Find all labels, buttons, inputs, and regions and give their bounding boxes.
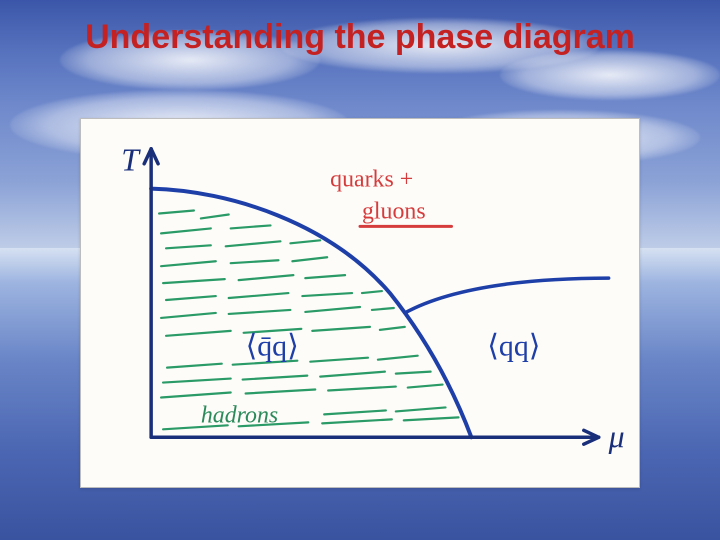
hatch-stroke [166, 245, 211, 248]
phase-diagram-svg: Tμ quarks + gluons hadrons ⟨q̄q⟩ ⟨qq⟩ [81, 119, 639, 487]
hatch-stroke [396, 372, 431, 374]
hatch-stroke [305, 275, 345, 278]
y-axis-label: T [121, 143, 141, 178]
hatch-stroke [408, 385, 443, 388]
phase-diagram-card: Tμ quarks + gluons hadrons ⟨q̄q⟩ ⟨qq⟩ [80, 118, 640, 488]
slide-title: Understanding the phase diagram [0, 18, 720, 57]
label-qbarq: ⟨q̄q⟩ [246, 330, 299, 363]
qq-branch-curve [405, 278, 609, 313]
hatch-stroke [292, 257, 327, 261]
hatch-stroke [229, 293, 289, 298]
hatch-stroke [290, 240, 320, 243]
hatch-stroke [231, 225, 271, 228]
hatch-stroke [161, 393, 231, 398]
hatch-stroke [380, 327, 405, 330]
hatch-stroke [231, 260, 279, 263]
hatch-stroke [166, 331, 231, 336]
hatch-stroke [328, 387, 396, 391]
hatch-stroke [159, 211, 194, 214]
hatch-stroke [167, 364, 222, 368]
hatch-stroke [166, 296, 216, 300]
hatch-stroke [312, 327, 370, 331]
hatch-stroke [201, 214, 229, 218]
hatch-stroke [163, 279, 225, 283]
label-qq: ⟨qq⟩ [487, 330, 540, 363]
hatch-stroke [310, 358, 368, 362]
hatch-stroke [226, 241, 281, 246]
hatch-stroke [378, 356, 418, 360]
hatch-stroke [163, 379, 231, 383]
hatch-stroke [305, 307, 360, 312]
hatch-stroke [404, 417, 459, 420]
hatch-stroke [243, 376, 308, 380]
label-hadrons: hadrons [201, 402, 278, 428]
hatch-stroke [362, 291, 382, 293]
x-axis-label: μ [608, 419, 625, 454]
hatch-stroke [320, 372, 385, 377]
hatch-stroke [161, 313, 216, 318]
hatch-stroke [322, 419, 392, 423]
cloud [500, 50, 720, 100]
hatch-stroke [161, 261, 216, 266]
hatch-stroke [161, 228, 211, 233]
hatch-stroke [229, 310, 291, 314]
hatch-stroke [239, 275, 294, 280]
hatch-stroke [372, 308, 394, 310]
hatch-stroke [396, 407, 446, 411]
label-quarks: quarks + [330, 167, 413, 193]
label-gluons: gluons [362, 198, 426, 224]
hatch-stroke [246, 390, 316, 394]
hadron-hatching [159, 211, 458, 430]
hatch-stroke [302, 293, 352, 296]
hatch-stroke [324, 410, 386, 414]
